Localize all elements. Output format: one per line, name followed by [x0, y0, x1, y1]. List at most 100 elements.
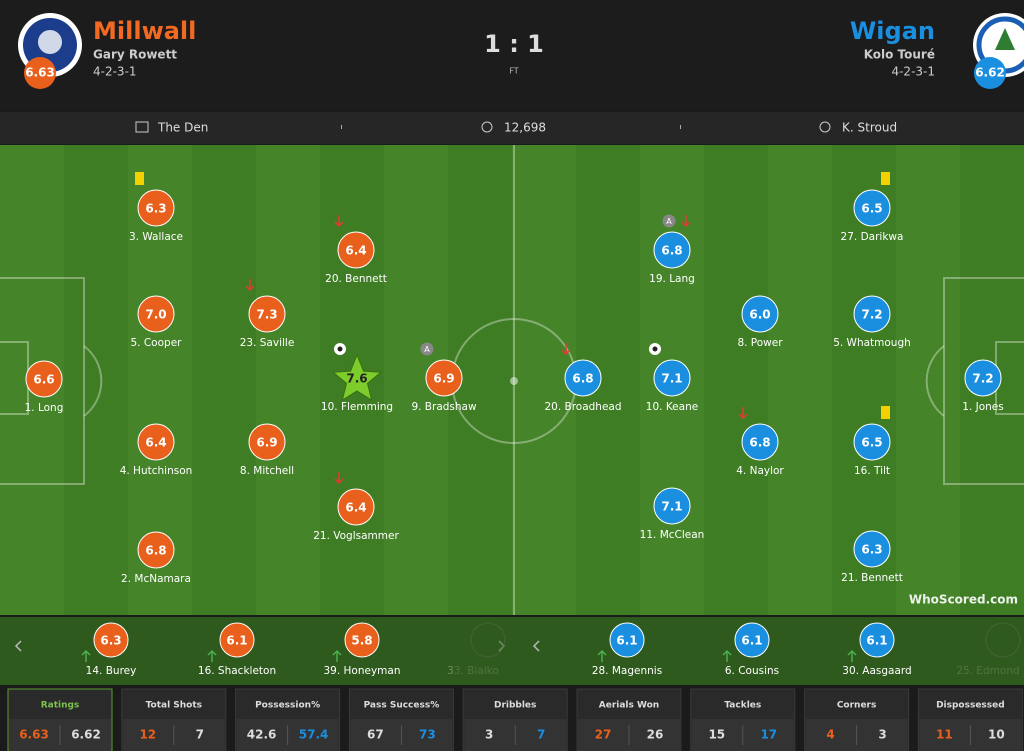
sub-off-arrow — [334, 215, 344, 228]
player-rating: 6.3 — [145, 202, 166, 216]
player[interactable]: 7.1 11. McClean — [640, 487, 705, 541]
player-name: 20. Broadhead — [544, 401, 621, 413]
player-name: 20. Bennett — [325, 273, 387, 285]
stat-label: Dribbles — [494, 701, 536, 711]
player-circle — [137, 295, 175, 333]
player-name: 5. Whatmough — [833, 337, 911, 349]
yellow-card — [881, 172, 890, 185]
attendance: 12,698 — [504, 121, 546, 135]
sub-rating: 6.1 — [226, 634, 247, 648]
sub-on-arrow — [207, 649, 217, 662]
player[interactable]: 6.5 27. Darikwa — [841, 172, 904, 243]
player[interactable]: 6.0 8. Power — [737, 295, 783, 349]
pitch-stripe — [64, 145, 128, 615]
sub-off-arrow — [738, 407, 748, 420]
player-name: 27. Darikwa — [841, 231, 904, 243]
stat-home: 4 — [826, 728, 834, 742]
referee: K. Stroud — [842, 121, 897, 135]
player-rating: 6.9 — [433, 372, 454, 386]
separator — [680, 125, 681, 129]
player-circle — [137, 423, 175, 461]
stat-box[interactable]: Pass Success% 67 73 — [348, 688, 454, 751]
player-circle — [853, 189, 891, 227]
player[interactable]: 6.3 21. Bennett — [841, 530, 903, 584]
player[interactable]: 6.8 2. McNamara — [121, 531, 191, 585]
player[interactable]: 6.6 1. Long — [25, 360, 64, 414]
penalty-arc — [83, 345, 103, 417]
player[interactable]: 6.5 16. Tilt — [853, 406, 891, 477]
match-status: FT — [509, 67, 518, 76]
stat-box[interactable]: Possession% 42.6 57.4 — [235, 688, 341, 751]
captain-label: A — [666, 217, 672, 226]
stat-box[interactable]: Dispossessed 11 10 — [917, 688, 1023, 751]
substitute[interactable]: 6.1 6. Cousins — [722, 622, 779, 677]
player-name: 16. Tilt — [854, 465, 890, 477]
player-circle — [964, 359, 1002, 397]
away-team-name[interactable]: Wigan — [850, 17, 935, 45]
player[interactable]: 7.6 10. Flemming — [321, 343, 393, 413]
player-rating: 6.4 — [145, 436, 166, 450]
stat-away: 57.4 — [299, 728, 329, 742]
player[interactable]: 6.8 19. Lang A — [649, 214, 695, 286]
score: 1 : 1 — [484, 30, 544, 58]
player-rating: 7.1 — [661, 500, 682, 514]
stat-box[interactable]: Total Shots 12 7 — [121, 688, 227, 751]
referee-icon — [819, 121, 831, 133]
home-rating-badge — [24, 57, 56, 89]
player-rating: 6.5 — [861, 202, 882, 216]
player-rating: 7.1 — [661, 372, 682, 386]
home-formation: 4-2-3-1 — [93, 65, 137, 79]
player-circle — [248, 295, 286, 333]
player[interactable]: 6.8 20. Broadhead — [544, 343, 622, 413]
stat-box[interactable]: Tackles 15 17 — [690, 688, 796, 751]
substitute[interactable]: 6.1 28. Magennis — [592, 622, 662, 677]
nav-prev[interactable] — [14, 640, 22, 652]
player[interactable]: 6.4 21. Voglsammer — [313, 472, 399, 542]
player[interactable]: 6.9 8. Mitchell — [240, 423, 294, 477]
pitch-stripe — [768, 145, 832, 615]
nav-prev[interactable] — [532, 640, 540, 652]
substitute[interactable]: 5.8 39. Honeyman — [323, 622, 401, 677]
stat-box[interactable]: Corners 4 3 — [804, 688, 910, 751]
player-circle — [564, 359, 602, 397]
player-name: 9. Bradshaw — [411, 401, 477, 413]
player[interactable]: 6.9 9. Bradshaw A — [411, 342, 477, 414]
home-team-name[interactable]: Millwall — [93, 17, 196, 45]
sub-circle — [609, 622, 645, 658]
stat-box[interactable]: Ratings 6.63 6.62 — [7, 688, 113, 751]
stat-label: Pass Success% — [364, 701, 440, 711]
player[interactable]: 7.2 1. Jones — [962, 359, 1004, 413]
player-circle — [741, 295, 779, 333]
stat-away: 26 — [647, 728, 664, 742]
venue-icon — [135, 121, 149, 133]
player-rating: 7.3 — [256, 308, 277, 322]
player[interactable]: 7.1 10. Keane — [646, 343, 698, 413]
substitutes: 6.3 14. Burey 6.1 16. Shackleton 5.8 39. Hone… — [0, 617, 1024, 685]
sub-rating: 5.8 — [351, 634, 372, 648]
stat-box[interactable]: Dribbles 3 7 — [462, 688, 568, 751]
player[interactable]: 6.4 20. Bennett — [325, 215, 387, 285]
home-logo-lion — [38, 30, 62, 54]
sub-on-arrow — [597, 649, 607, 662]
player-circle — [248, 423, 286, 461]
sub-off-arrow — [681, 215, 691, 228]
player[interactable]: 6.4 4. Hutchinson — [120, 423, 193, 477]
sub-name: 28. Magennis — [592, 665, 662, 677]
player[interactable]: 7.2 5. Whatmough — [833, 295, 911, 349]
player-name: 21. Bennett — [841, 572, 903, 584]
stat-away: 7 — [537, 728, 545, 742]
player[interactable]: 7.3 23. Saville — [240, 279, 295, 349]
substitute[interactable]: 6.1 30. Aasgaard — [842, 622, 912, 677]
player-name: 1. Jones — [962, 401, 1003, 413]
player[interactable]: 6.3 3. Wallace — [129, 172, 183, 243]
substitute[interactable]: 6.3 14. Burey — [81, 622, 136, 677]
captain-label: A — [424, 345, 430, 354]
substitute[interactable]: 6.1 16. Shackleton — [198, 622, 276, 677]
venue: The Den — [157, 121, 208, 135]
stat-label: Dispossessed — [936, 701, 1005, 711]
pitch-stripe — [704, 145, 768, 615]
stat-box[interactable]: Aerials Won 27 26 — [576, 688, 682, 751]
player[interactable]: 6.8 4. Naylor — [736, 407, 784, 477]
stats-bar: Ratings 6.63 6.62 Total Shots 12 7 Possession%… — [7, 688, 1023, 751]
player[interactable]: 7.0 5. Cooper — [131, 295, 183, 349]
